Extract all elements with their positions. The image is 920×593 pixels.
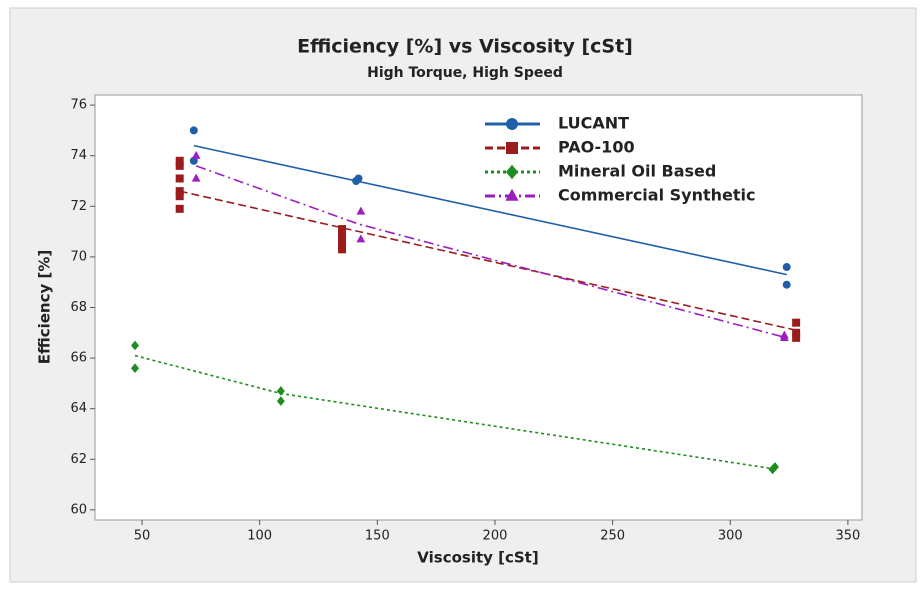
data-point: [338, 225, 347, 234]
x-tick-label: 350: [835, 529, 860, 544]
data-point: [175, 204, 184, 213]
data-point: [782, 263, 791, 272]
legend-marker: [506, 118, 518, 130]
x-tick-label: 200: [483, 529, 508, 544]
y-tick-label: 72: [70, 199, 87, 214]
data-point: [338, 245, 347, 254]
data-point: [130, 340, 139, 351]
data-point: [191, 173, 201, 182]
data-point: [782, 280, 791, 289]
fit-line: [193, 144, 787, 276]
x-axis-label: Viscosity [cSt]: [417, 549, 538, 567]
chart-title: Efficiency [%] vs Viscosity [cSt]: [297, 36, 633, 58]
x-tick-label: 50: [134, 529, 151, 544]
fit-line: [179, 190, 797, 332]
y-tick-label: 60: [70, 502, 87, 517]
legend-marker: [506, 164, 518, 180]
data-point: [354, 174, 363, 183]
y-tick-label: 64: [70, 401, 87, 416]
data-point: [175, 156, 184, 165]
data-point: [770, 462, 779, 472]
y-tick-label: 66: [70, 351, 87, 366]
data-point: [189, 126, 198, 135]
chart-subtitle: High Torque, High Speed: [367, 65, 563, 81]
x-tick-label: 250: [600, 529, 625, 544]
data-point: [175, 187, 184, 196]
data-point: [175, 192, 184, 201]
y-tick-label: 70: [70, 249, 87, 264]
y-tick-label: 62: [70, 452, 87, 467]
plot-area: [94, 94, 863, 521]
data-point: [792, 318, 801, 327]
fit-line: [195, 165, 787, 339]
x-tick-label: 150: [365, 529, 390, 544]
y-axis-label: Efficiency [%]: [36, 250, 54, 365]
data-point: [130, 363, 139, 374]
x-tick-label: 300: [718, 529, 743, 544]
legend-label: Commercial Synthetic: [558, 186, 756, 205]
data-point: [276, 396, 285, 406]
y-tick-label: 76: [70, 98, 87, 113]
data-point: [191, 150, 201, 159]
data-point: [338, 237, 347, 246]
data-point: [779, 333, 789, 342]
data-point: [356, 234, 366, 243]
legend-label: Mineral Oil Based: [558, 162, 716, 181]
legend-marker: [505, 188, 519, 201]
x-tick-label: 100: [247, 529, 272, 544]
legend-marker: [506, 142, 518, 154]
data-point: [175, 161, 184, 170]
y-tick-label: 74: [70, 148, 87, 163]
data-point: [175, 174, 184, 183]
legend-label: PAO-100: [558, 138, 635, 157]
data-point: [792, 328, 801, 337]
data-point: [356, 206, 366, 215]
data-point: [276, 386, 285, 396]
data-point: [792, 333, 801, 342]
data-point: [338, 232, 347, 241]
legend-label: LUCANT: [558, 114, 629, 133]
y-tick-label: 68: [70, 300, 87, 315]
